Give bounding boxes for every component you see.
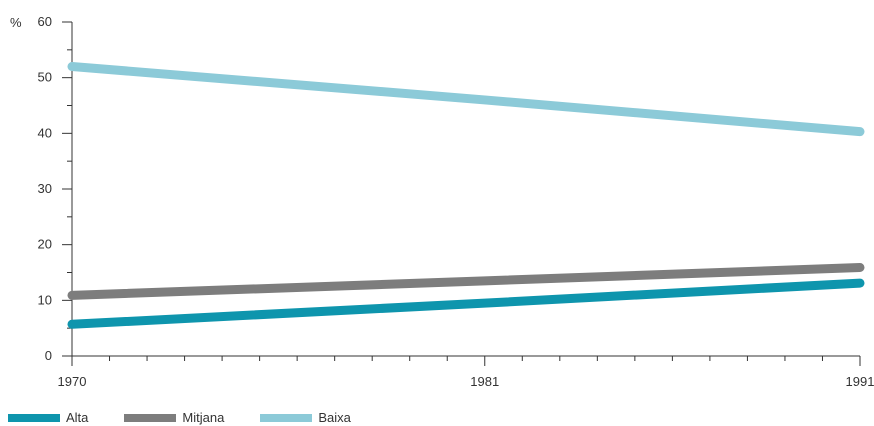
legend-swatch-alta <box>8 413 60 422</box>
y-tick-label: 10 <box>38 292 52 307</box>
legend-item-mitjana: Mitjana <box>124 410 224 425</box>
series-line-alta <box>67 278 865 329</box>
chart-series-lines <box>67 62 865 329</box>
legend-label-mitjana: Mitjana <box>182 410 225 425</box>
series-line-baixa <box>67 62 865 137</box>
legend-label-alta: Alta <box>66 410 89 425</box>
y-axis-unit-label: % <box>10 15 22 30</box>
chart-axes: 0 10 20 30 40 50 60 1970 1981 1991 <box>38 14 874 389</box>
y-tick-label: 20 <box>38 237 52 252</box>
x-tick-label: 1991 <box>846 374 874 389</box>
y-tick-label: 0 <box>45 348 52 363</box>
x-tick-label: 1981 <box>470 374 499 389</box>
y-tick-label: 50 <box>38 70 52 85</box>
y-tick-label: 30 <box>38 181 52 196</box>
series-line-mitjana <box>67 262 865 300</box>
x-tick-label: 1970 <box>58 374 87 389</box>
y-tick-label: 40 <box>38 125 52 140</box>
legend-item-baixa: Baixa <box>260 410 351 425</box>
legend-swatch-baixa <box>260 413 313 422</box>
chart-legend: Alta Mitjana Baixa <box>8 410 387 425</box>
legend-swatch-mitjana <box>124 413 177 422</box>
legend-item-alta: Alta <box>8 410 88 425</box>
line-chart: % 0 10 20 30 40 50 60 1970 1981 1991 <box>10 14 874 389</box>
legend-label-baixa: Baixa <box>318 410 351 425</box>
y-tick-label: 60 <box>38 14 52 29</box>
